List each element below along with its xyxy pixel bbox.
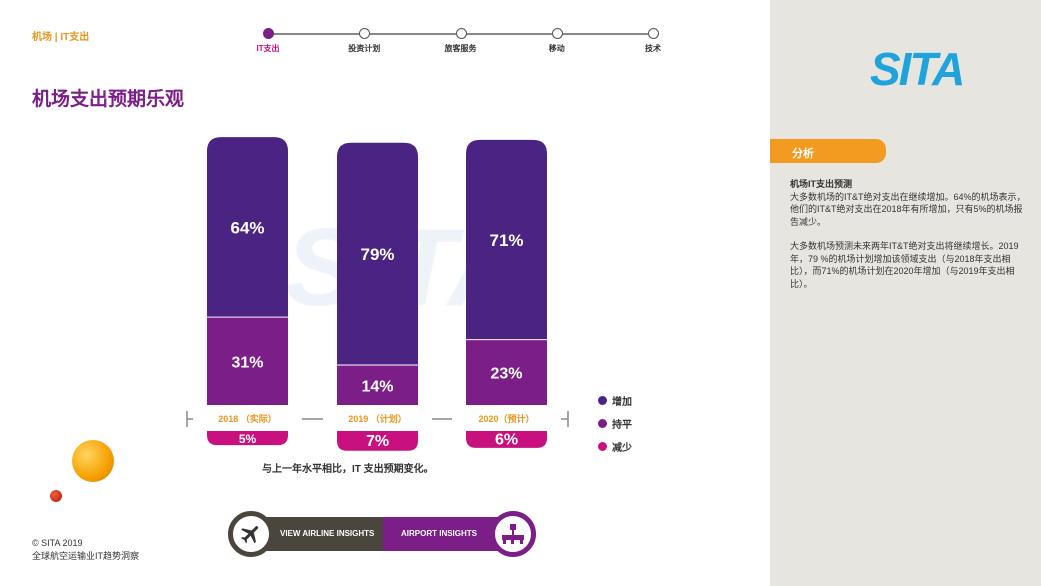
bar-decrease [207, 431, 288, 446]
step-label[interactable]: 旅客服务 [444, 44, 477, 53]
tick-label: 2018 （实际） [218, 413, 277, 424]
analysis-paragraph-1: 大多数机场的IT&T绝对支出在继续增加。64%的机场表示，他们的IT&T绝对支出… [790, 191, 1026, 227]
bar-flat [466, 340, 547, 405]
legend-swatch [598, 396, 607, 405]
analysis-sidebar: SITA 分析 机场IT支出预测 大多数机场的IT&T绝对支出在继续增加。64%… [770, 0, 1041, 586]
footer-subtitle: 全球航空运输业IT趋势洞察 [32, 551, 139, 561]
view-airline-insights-label[interactable]: VIEW AIRLINE INSIGHTS [280, 529, 375, 538]
data-label: 7% [366, 433, 389, 450]
bar-decrease [466, 431, 547, 448]
sita-logo: SITA [870, 43, 965, 95]
tick-label-bg [452, 412, 561, 426]
copyright: © SITA 2019 [32, 538, 83, 548]
step-label[interactable]: 投资计划 [348, 44, 381, 53]
airport-tower-icon[interactable] [490, 511, 536, 557]
tick-label: 2020（预计） [478, 413, 534, 424]
airplane-icon[interactable] [228, 511, 274, 557]
step-label[interactable]: IT支出 [256, 44, 280, 53]
analysis-heading: 机场IT支出预测 [790, 179, 852, 189]
bar-decrease [337, 431, 418, 451]
data-label: 5% [239, 432, 257, 446]
data-label: 14% [361, 378, 393, 395]
orange-ball-decoration [72, 440, 114, 482]
chart-legend: 增加 持平 减少 [598, 393, 632, 462]
data-label: 71% [489, 231, 523, 250]
data-label: 64% [230, 218, 264, 237]
step-dot[interactable] [551, 28, 563, 39]
bar-chart: 64% 31% 5% 2018 （实际） 79% 14% 7% 2019 （计划） 71% 23%… [186, 137, 569, 451]
analysis-text: 机场IT支出预测 大多数机场的IT&T绝对支出在继续增加。64%的机场表示，他们… [790, 178, 1030, 302]
analysis-paragraph-2: 大多数机场预测未来两年IT&T绝对支出将继续增长。2019年，79 %的机场计划… [790, 241, 1019, 289]
legend-label: 持平 [612, 420, 632, 431]
progress-stepper: IT支出 投资计划 旅客服务 移动 技术 [256, 28, 661, 53]
step-dot[interactable] [648, 28, 659, 39]
legend-swatch [598, 419, 607, 428]
tick-label: 2019 （计划） [348, 413, 407, 424]
airport-insights-label[interactable]: AIRPORT INSIGHTS [401, 529, 478, 538]
legend-item: 增加 [598, 393, 632, 408]
data-label: 6% [495, 431, 518, 448]
legend-label: 增加 [612, 397, 632, 408]
footer: © SITA 2019 全球航空运输业IT趋势洞察 [32, 537, 139, 563]
analysis-tab: 分析 [770, 139, 886, 163]
step-label[interactable]: 技术 [645, 44, 661, 53]
red-ball-decoration [50, 490, 62, 502]
data-label: 79% [360, 245, 394, 264]
step-label[interactable]: 移动 [548, 44, 565, 53]
step-dot[interactable] [455, 28, 467, 39]
legend-item: 减少 [598, 439, 632, 454]
tick-label-bg [323, 412, 432, 426]
bar-flat [337, 365, 418, 405]
step-dot[interactable] [359, 28, 371, 39]
tick-label-bg [193, 412, 302, 426]
data-label: 23% [490, 366, 522, 383]
step-dot[interactable] [263, 28, 274, 39]
page-title: 机场支出预期乐观 [32, 89, 185, 110]
insights-nav: VIEW AIRLINE INSIGHTS AIRPORT INSIGHTS [228, 511, 538, 557]
legend-item: 持平 [598, 416, 632, 431]
data-label: 31% [231, 354, 263, 371]
bar-increase [337, 142, 418, 365]
chart-caption: 与上一年水平相比，IT 支出预期变化。 [262, 464, 434, 475]
legend-label: 减少 [612, 443, 632, 454]
legend-swatch [598, 442, 607, 451]
breadcrumb: 机场 | IT支出 [32, 32, 90, 43]
bar-increase [466, 139, 547, 340]
bar-increase [207, 137, 288, 317]
bar-flat [207, 317, 288, 405]
